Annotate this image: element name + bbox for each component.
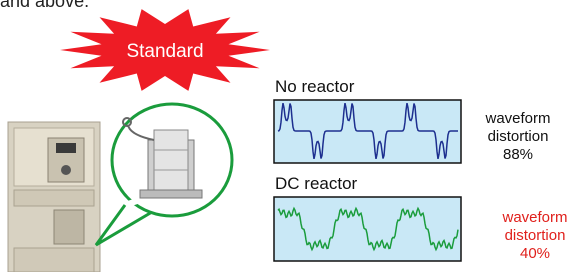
caption-line: waveform [501, 209, 567, 226]
caption-line: distortion [505, 227, 566, 244]
page: and above. Standard No reactor waveform … [0, 0, 575, 272]
inverter [8, 122, 100, 272]
caption-line: distortion [488, 128, 549, 145]
caption-line: 88% [503, 146, 533, 163]
panel-title: No reactor [275, 77, 355, 96]
diagram: and above. Standard No reactor waveform … [0, 0, 575, 272]
caption-line: 40% [520, 245, 550, 262]
panel-title: DC reactor [275, 174, 358, 193]
caption-line: waveform [484, 110, 550, 127]
header-text: and above. [0, 0, 89, 11]
badge-label: Standard [126, 41, 203, 62]
bubble-joint [128, 200, 140, 204]
